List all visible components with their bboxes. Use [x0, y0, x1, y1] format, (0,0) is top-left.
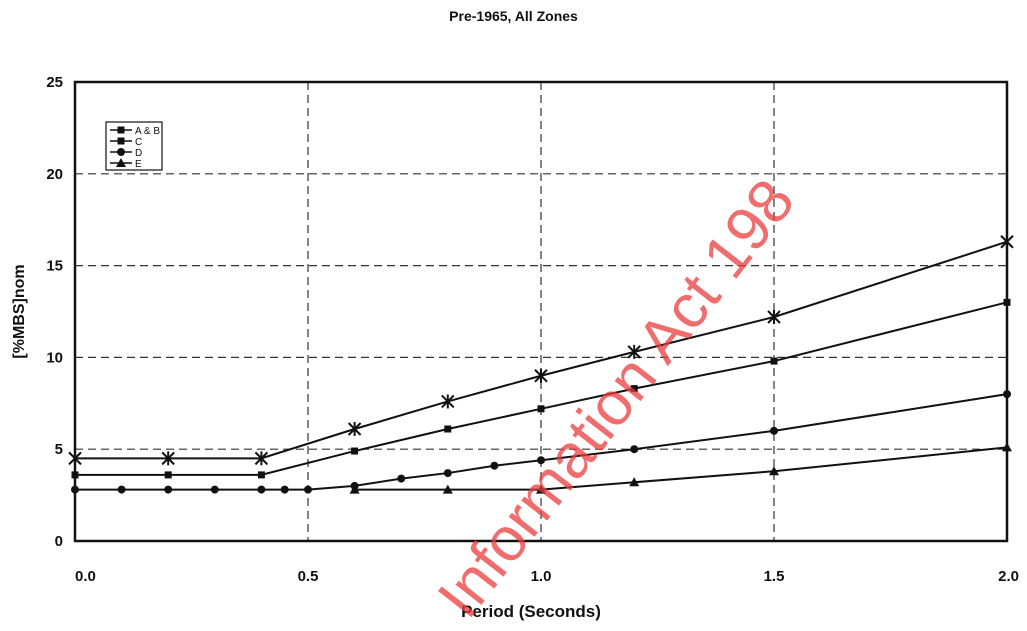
- y-tick-label: 20: [46, 166, 63, 183]
- data-point: [536, 484, 546, 494]
- series-c: [71, 298, 1011, 479]
- data-point: [1002, 442, 1012, 452]
- data-point: [210, 485, 219, 494]
- data-point: [397, 474, 406, 483]
- legend-item: E: [110, 158, 142, 170]
- legend-item: A & B: [110, 126, 160, 137]
- legend-label: E: [135, 159, 142, 170]
- data-point: [117, 485, 126, 494]
- data-point: [767, 310, 781, 325]
- chart-title: Pre-1965, All Zones: [449, 8, 578, 24]
- data-point: [71, 471, 79, 479]
- data-point: [351, 447, 359, 455]
- plot-area-border: [73, 80, 1009, 543]
- legend-marker: [116, 158, 126, 167]
- data-point: [490, 461, 499, 470]
- data-point: [349, 484, 360, 494]
- y-tick-label: 5: [55, 441, 63, 458]
- data-point: [71, 485, 79, 494]
- data-point: [1000, 234, 1014, 249]
- data-point: [304, 485, 312, 494]
- data-point: [442, 484, 453, 494]
- data-point: [254, 451, 269, 466]
- legend-item: D: [110, 148, 142, 159]
- data-point: [534, 368, 548, 383]
- data-point: [537, 405, 545, 413]
- legend-label: C: [135, 137, 142, 148]
- x-axis-label: Period (Seconds): [461, 602, 601, 621]
- data-point: [537, 456, 545, 465]
- data-point: [630, 445, 639, 454]
- y-tick-label: 25: [46, 74, 63, 91]
- legend-item: C: [110, 137, 142, 148]
- legend-marker: [117, 126, 125, 134]
- data-point: [444, 425, 452, 433]
- data-point: [280, 485, 289, 494]
- legend-label: A & B: [135, 126, 160, 137]
- data-point: [257, 485, 266, 494]
- data-point: [769, 466, 779, 476]
- data-point: [164, 485, 173, 494]
- y-tick-label: 15: [46, 258, 63, 275]
- legend-marker: [117, 137, 125, 145]
- data-point: [770, 426, 778, 435]
- data-point: [1003, 390, 1011, 399]
- y-axis-label: [%MBS]nom: [11, 264, 28, 358]
- series-line: [354, 446, 1008, 491]
- x-tick-label: 0.5: [298, 568, 319, 585]
- x-tick-label: 1.5: [764, 568, 785, 585]
- data-point: [164, 471, 172, 479]
- data-point: [161, 451, 175, 466]
- data-point: [347, 422, 362, 437]
- data-point: [441, 394, 455, 409]
- x-tick-label: 2.0: [998, 568, 1019, 585]
- series-e: [349, 442, 1012, 494]
- y-tick-label: 10: [46, 349, 63, 366]
- x-tick-label: 1.0: [531, 568, 552, 585]
- data-point: [1003, 298, 1011, 306]
- legend-label: D: [135, 148, 142, 159]
- data-point: [629, 477, 640, 487]
- data-point: [770, 357, 778, 365]
- data-point: [443, 469, 452, 478]
- legend-marker: [117, 148, 125, 156]
- series-a-b: [68, 234, 1014, 466]
- y-tick-label: 0: [55, 533, 63, 550]
- data-point: [627, 344, 641, 359]
- data-point: [257, 471, 265, 479]
- data-point: [630, 385, 638, 393]
- x-tick-label: 0.0: [75, 568, 96, 585]
- data-point: [68, 451, 82, 466]
